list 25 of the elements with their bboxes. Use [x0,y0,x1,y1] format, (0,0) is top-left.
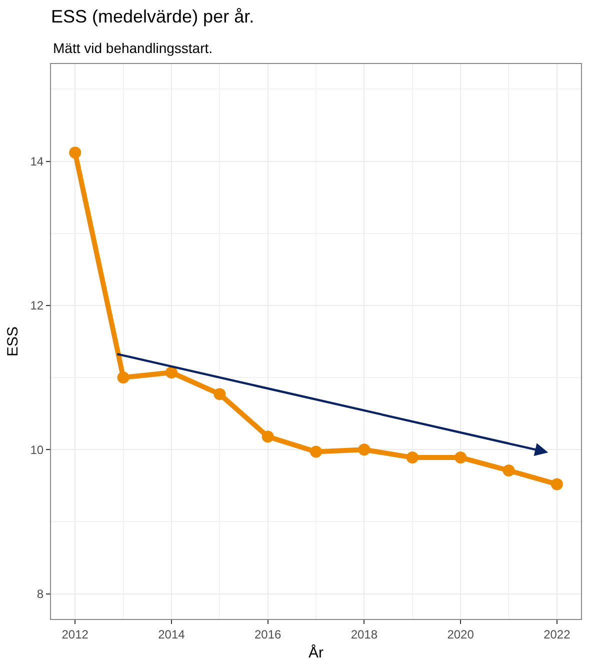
y-tick-label: 8 [36,586,44,601]
chart-subtitle: Mätt vid behandlingsstart. [53,40,213,56]
x-tick-label: 2018 [350,627,378,642]
x-tick-label: 2020 [447,627,474,642]
x-tick-label: 2012 [62,627,89,642]
x-tick-label: 2014 [158,627,186,642]
point [358,444,370,456]
point [550,478,563,490]
point [502,464,515,477]
y-tick-label: 14 [30,154,44,169]
point [165,366,178,378]
x-tick-label: 2022 [544,627,571,642]
x-tick-label: 2016 [254,627,282,642]
point [454,452,467,464]
y-tick-label: 12 [30,298,44,313]
y-axis-title: ESS [4,326,22,357]
point [262,430,274,443]
y-tick-label: 10 [30,442,44,457]
point [310,446,322,458]
point [69,146,82,159]
chart-title: ESS (medelvärde) per år. [51,6,254,27]
x-axis-title: År [308,643,324,662]
point [214,388,226,400]
point [117,372,130,384]
point [406,452,418,464]
